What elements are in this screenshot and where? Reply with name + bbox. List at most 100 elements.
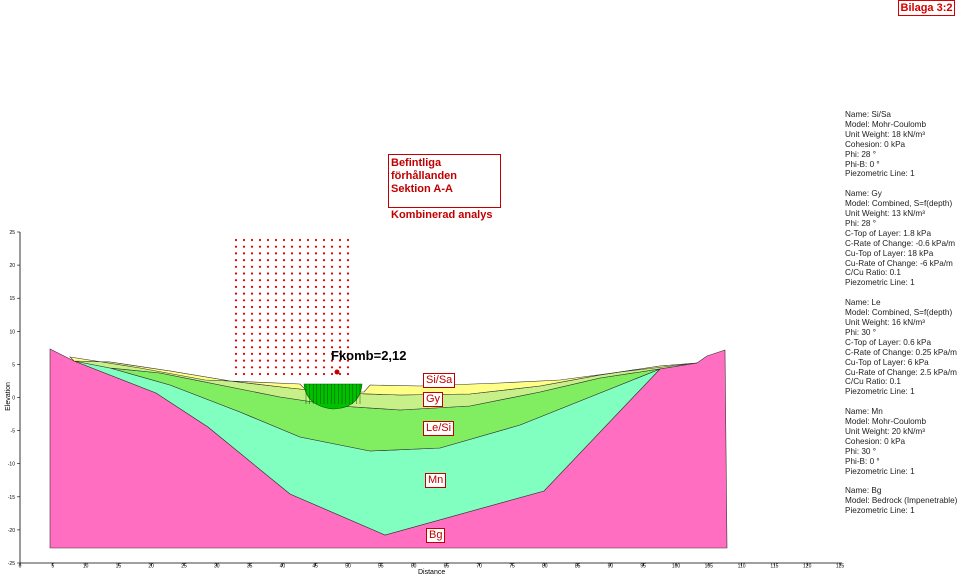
slip-centre-dot — [242, 265, 246, 268]
x-tick-label: 45 — [312, 564, 318, 570]
slip-centre-dot — [258, 272, 262, 275]
slip-centre-dot — [298, 372, 302, 376]
slip-centre-dot — [258, 326, 262, 329]
slip-centre-dot — [322, 285, 326, 288]
slip-centre-dot — [298, 326, 302, 329]
slip-centre-dot — [250, 238, 254, 242]
prop-line: Cu-Rate of Change: -6 kPa/m — [845, 258, 953, 268]
prop-line: C-Top of Layer: 0.6 kPa — [845, 337, 932, 347]
slip-centre-dot — [322, 332, 326, 335]
slip-centre-dot — [298, 339, 302, 342]
slip-centre-dot — [346, 359, 350, 362]
slip-centre-dot — [314, 238, 318, 242]
slip-centre-dot — [258, 259, 262, 262]
slip-centre-dot — [242, 346, 246, 349]
slip-centre-dot — [322, 265, 326, 268]
material-le: Name: Le Model: Combined, S=f(depth) Uni… — [845, 298, 959, 397]
slip-centre-dot — [274, 292, 278, 295]
slip-centre-dot — [330, 238, 334, 242]
x-tick-label: 65 — [444, 564, 450, 570]
slip-centre-dot — [258, 292, 262, 295]
slip-centre-dot — [322, 279, 326, 282]
slip-centre-dot — [266, 272, 270, 275]
slip-centre-dot — [250, 352, 254, 355]
x-tick-label: 5 — [51, 564, 54, 570]
slip-centre-dot — [330, 359, 334, 362]
slip-centre-dot — [234, 372, 238, 376]
slip-centre-dot — [242, 252, 246, 255]
slip-centre-dot — [290, 312, 294, 315]
material-si-sa: Name: Si/Sa Model: Mohr-Coulomb Unit Wei… — [845, 110, 959, 179]
x-tick-label: 75 — [509, 564, 515, 570]
slip-centre-dot — [314, 279, 318, 282]
material-properties-panel: Name: Si/Sa Model: Mohr-Coulomb Unit Wei… — [845, 110, 959, 526]
slip-centre-dot — [338, 359, 342, 362]
slip-centre-dot — [346, 272, 350, 275]
slip-centre-dot — [298, 319, 302, 322]
slip-centre-dot — [314, 372, 318, 376]
slip-centre-dot — [234, 245, 238, 248]
slip-centre-dot — [346, 305, 350, 309]
slip-centre-dot — [242, 319, 246, 322]
prop-line: Phi: 28 ° — [845, 218, 877, 228]
slip-centre-dot — [274, 238, 278, 242]
slip-centre-dot — [322, 359, 326, 362]
x-tick-label: 25 — [181, 564, 187, 570]
slip-centre-dot — [330, 312, 334, 315]
slip-centre-dot — [282, 366, 286, 369]
slip-centre-dot — [234, 265, 238, 268]
slip-centre-dot — [282, 252, 286, 255]
slip-centre-dot — [250, 366, 254, 369]
slip-centre-dot — [346, 259, 350, 262]
slip-centre-dot — [338, 326, 342, 329]
slip-centre-dot — [266, 265, 270, 268]
slip-centre-dot — [298, 272, 302, 275]
slip-centre-dot — [242, 326, 246, 329]
slip-centre-dot — [346, 279, 350, 282]
prop-line: Name: Gy — [845, 189, 882, 199]
slip-centre-dot — [282, 238, 286, 242]
slip-centre-dot — [330, 326, 334, 329]
slip-centre-dot — [346, 252, 350, 255]
slip-centre-dot — [330, 245, 334, 248]
slip-centre-dot — [282, 326, 286, 329]
y-tick-label: -15 — [8, 495, 15, 501]
slip-centre-dot — [250, 252, 254, 255]
slip-centre-dot — [330, 252, 334, 255]
slip-centre-dot — [338, 252, 342, 255]
slip-centre-dot — [346, 326, 350, 329]
slip-centre-dot — [338, 285, 342, 288]
slip-centre-dot — [250, 292, 254, 295]
slip-centre-dot — [250, 312, 254, 315]
slip-centre-dot — [290, 238, 294, 242]
slip-centre-dot — [266, 352, 270, 355]
prop-line: C/Cu Ratio: 0.1 — [845, 377, 901, 387]
slip-centre-dot — [234, 292, 238, 295]
prop-line: Model: Bedrock (Impenetrable) — [845, 496, 958, 506]
prop-line: Model: Mohr-Coulomb — [845, 119, 926, 129]
x-tick-label: 95 — [640, 564, 646, 570]
slip-centre-dot — [258, 285, 262, 288]
slip-centre-dot — [234, 346, 238, 349]
slip-centre-dot — [242, 245, 246, 248]
slip-centre-dot — [322, 312, 326, 315]
title-line-1: Befintliga förhållanden — [391, 157, 458, 182]
slip-centre-dot — [298, 352, 302, 355]
x-tick-label: 90 — [608, 564, 614, 570]
prop-line: Piezometric Line: 1 — [845, 506, 915, 516]
x-tick-label: 80 — [542, 564, 548, 570]
slip-centre-dot — [346, 245, 350, 248]
y-tick-label: -25 — [8, 561, 15, 567]
slip-centre-dot — [282, 332, 286, 335]
material-gy: Name: Gy Model: Combined, S=f(depth) Uni… — [845, 189, 959, 288]
slip-centre-dot — [346, 292, 350, 295]
slip-centre-dot — [306, 312, 310, 315]
slip-centre-dot — [290, 305, 294, 309]
slip-centre-dot — [314, 312, 318, 315]
slip-centre-dot — [258, 352, 262, 355]
x-tick-label: 40 — [280, 564, 286, 570]
slip-centre-dot — [258, 339, 262, 342]
slip-centre-dot — [330, 346, 334, 349]
slip-centre-dot — [346, 265, 350, 268]
slip-centre-dot — [250, 299, 254, 302]
